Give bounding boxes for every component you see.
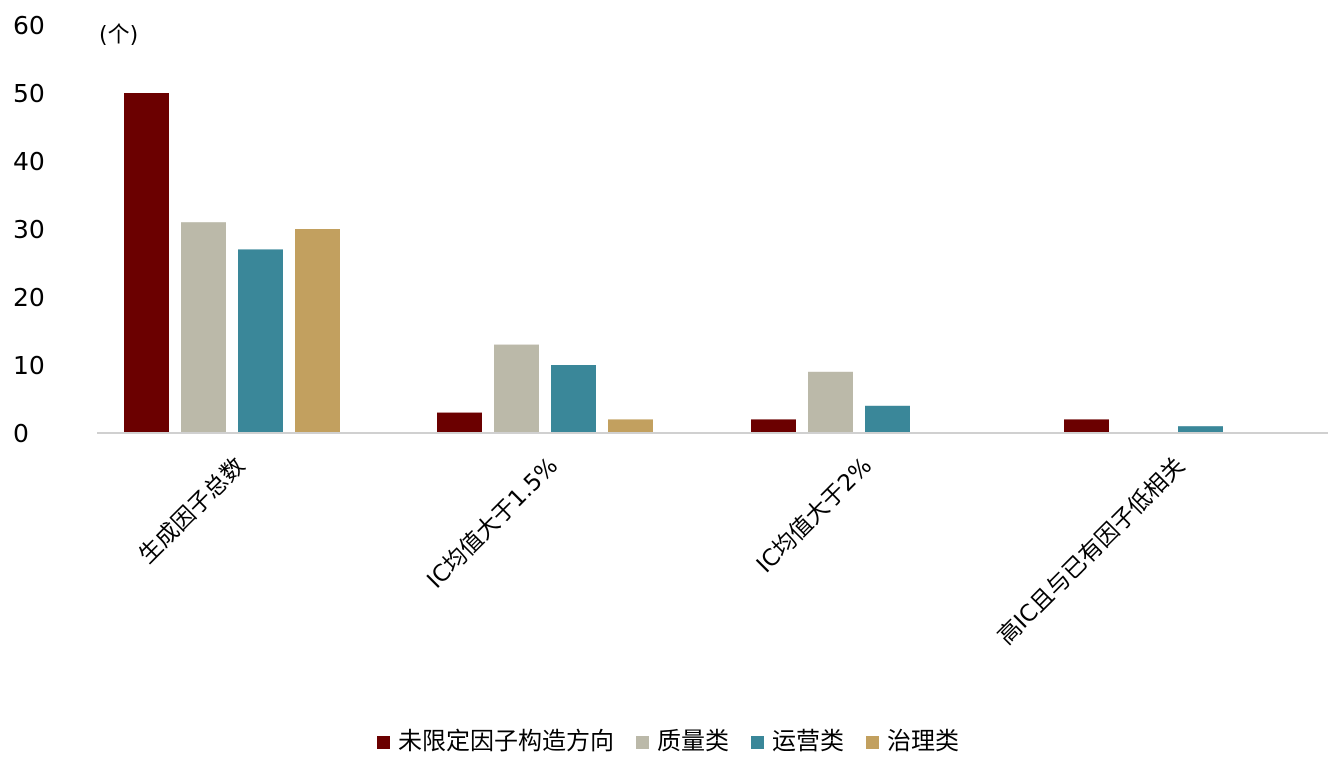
legend-marker (751, 736, 764, 749)
legend-label: 未限定因子构造方向 (398, 727, 614, 755)
legend-marker (377, 736, 390, 749)
legend-label: 运营类 (772, 727, 844, 755)
legend-label: 质量类 (657, 727, 729, 755)
legend-marker (866, 736, 879, 749)
bar (551, 365, 596, 433)
bar (238, 249, 283, 433)
legend: 未限定因子构造方向 质量类 运营类 治理类 (377, 727, 959, 755)
y-axis-unit-label: (个) (99, 23, 138, 48)
bar (1178, 426, 1223, 433)
y-axis-tick-labels: 0 10 20 30 40 50 60 (13, 11, 45, 448)
bar (608, 419, 653, 433)
x-tick-label: IC均值大于2% (752, 453, 877, 578)
bar (751, 419, 796, 433)
x-axis-tick-labels: 生成因子总数 IC均值大于1.5% IC均值大于2% 高IC且与已有因子低相关 (134, 453, 1190, 650)
bar (494, 344, 539, 433)
legend-marker (636, 736, 649, 749)
bar (1064, 419, 1109, 433)
x-tick-label: 生成因子总数 (134, 453, 250, 569)
bar (865, 405, 910, 433)
y-tick-label: 40 (13, 147, 45, 176)
y-tick-label: 60 (13, 11, 45, 40)
bar (295, 229, 340, 433)
bar (808, 371, 853, 433)
legend-label: 治理类 (887, 727, 959, 755)
x-tick-label: IC均值大于1.5% (422, 453, 563, 594)
x-tick-label: 高IC且与已有因子低相关 (993, 453, 1190, 650)
y-tick-label: 0 (13, 419, 29, 448)
bar (124, 93, 169, 433)
y-tick-label: 30 (13, 215, 45, 244)
y-tick-label: 20 (13, 283, 45, 312)
bar (437, 412, 482, 433)
bars-group (124, 93, 1223, 433)
y-tick-label: 50 (13, 79, 45, 108)
bar (181, 222, 226, 433)
y-tick-label: 10 (13, 351, 45, 380)
